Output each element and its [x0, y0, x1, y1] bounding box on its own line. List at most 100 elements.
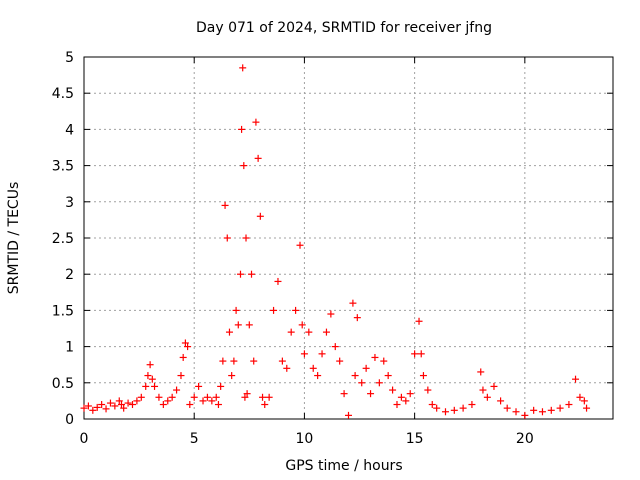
data-point	[212, 393, 220, 401]
data-point	[159, 401, 167, 409]
data-point	[270, 306, 278, 314]
data-point	[521, 411, 529, 419]
y-tick-label: 3.5	[52, 159, 74, 175]
data-point	[305, 328, 313, 336]
x-axis-label: GPS time / hours	[285, 458, 402, 474]
data-point	[503, 404, 511, 412]
data-point	[556, 404, 564, 412]
data-point	[98, 401, 106, 409]
data-point	[287, 328, 295, 336]
data-point	[367, 390, 375, 398]
data-point	[184, 343, 192, 351]
data-point	[133, 397, 141, 405]
y-tick-label: 2.5	[52, 231, 74, 247]
data-point	[331, 343, 339, 351]
data-point	[572, 375, 580, 383]
data-point	[254, 154, 262, 162]
data-point	[349, 299, 357, 307]
data-point	[530, 406, 538, 414]
data-point	[93, 403, 101, 411]
data-point	[283, 364, 291, 372]
data-point	[155, 393, 163, 401]
x-tick-label: 20	[516, 431, 534, 447]
data-point	[228, 372, 236, 380]
y-tick-label: 4	[65, 122, 74, 138]
data-point	[236, 270, 244, 278]
chart-title: Day 071 of 2024, SRMTID for receiver jfn…	[196, 20, 492, 36]
data-point	[433, 404, 441, 412]
y-tick-label: 5	[65, 50, 74, 66]
data-point	[181, 339, 189, 347]
data-point	[261, 401, 269, 409]
y-tick-label: 1	[65, 340, 74, 356]
data-point	[371, 353, 379, 361]
data-point	[419, 372, 427, 380]
data-point	[232, 306, 240, 314]
grid-lines	[84, 57, 613, 419]
data-point	[583, 404, 591, 412]
x-tick-label: 5	[190, 431, 199, 447]
data-point	[221, 201, 229, 209]
data-point	[576, 393, 584, 401]
data-point	[397, 393, 405, 401]
data-point	[479, 386, 487, 394]
data-point	[106, 399, 114, 407]
data-point	[351, 372, 359, 380]
data-point	[234, 321, 242, 329]
data-point	[168, 393, 176, 401]
data-point	[393, 401, 401, 409]
axis-ticks	[83, 56, 613, 420]
data-point	[195, 382, 203, 390]
data-point	[177, 372, 185, 380]
data-point	[137, 393, 145, 401]
data-point	[580, 397, 588, 405]
data-point	[345, 411, 352, 419]
data-point	[238, 125, 246, 133]
data-point	[111, 402, 119, 410]
data-point	[151, 382, 159, 390]
data-point	[89, 406, 97, 414]
data-point	[102, 405, 110, 413]
y-tick-label: 3	[65, 195, 74, 211]
y-tick-labels: 0 0.5 1 1.5 2 2.5 3 3.5 4 4.5 5	[52, 50, 74, 428]
data-point	[384, 372, 392, 380]
data-point	[340, 390, 348, 398]
plot-frame	[83, 56, 614, 420]
data-point	[411, 350, 419, 358]
data-point	[245, 321, 253, 329]
data-point	[144, 372, 152, 380]
data-point	[239, 64, 247, 72]
y-tick-label: 0.5	[52, 376, 74, 392]
data-point	[243, 390, 251, 398]
data-point	[314, 372, 322, 380]
data-point	[80, 404, 88, 412]
data-point	[296, 241, 304, 249]
data-point	[124, 399, 132, 407]
data-point	[547, 406, 555, 414]
data-point	[565, 401, 573, 409]
data-point	[327, 310, 335, 318]
y-tick-label: 2	[65, 267, 74, 283]
data-point	[477, 368, 485, 376]
data-point	[242, 234, 250, 242]
data-point	[292, 306, 300, 314]
data-point	[148, 375, 156, 383]
data-point	[199, 397, 207, 405]
data-point	[375, 379, 383, 387]
data-point	[256, 212, 264, 220]
data-point	[115, 397, 123, 405]
x-tick-labels: 0 5 10 15 20	[80, 431, 534, 447]
data-point	[300, 350, 308, 358]
data-point	[240, 162, 248, 170]
y-tick-label: 1.5	[52, 303, 74, 319]
data-point	[389, 386, 397, 394]
data-point	[353, 314, 361, 322]
data-point	[208, 397, 216, 405]
data-point	[84, 402, 92, 410]
data-point	[497, 397, 505, 405]
data-point	[309, 364, 317, 372]
data-point	[406, 390, 414, 398]
data-point	[190, 393, 198, 401]
data-point	[142, 382, 150, 390]
